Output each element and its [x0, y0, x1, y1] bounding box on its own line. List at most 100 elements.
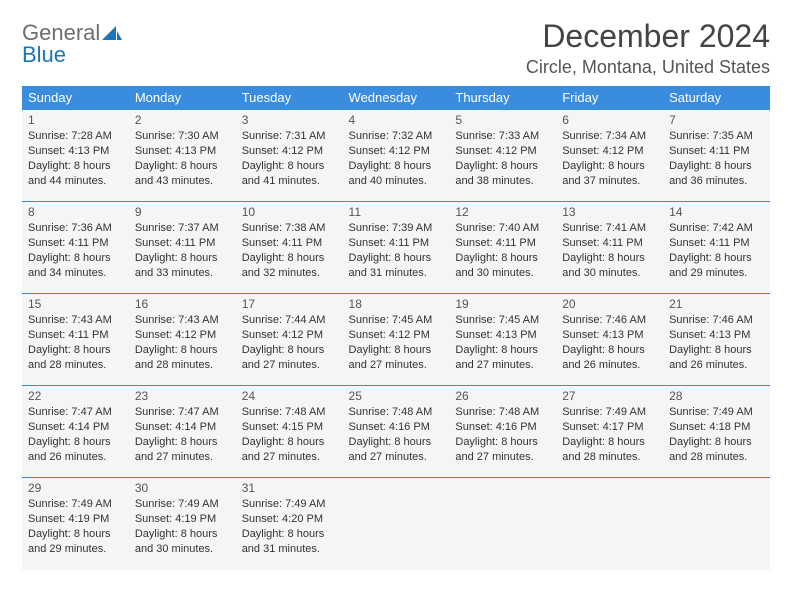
sunset-text: Sunset: 4:11 PM	[135, 236, 230, 251]
day-info: Sunrise: 7:35 AMSunset: 4:11 PMDaylight:…	[669, 129, 764, 188]
sunset-text: Sunset: 4:14 PM	[28, 420, 123, 435]
sunrise-text: Sunrise: 7:49 AM	[242, 497, 337, 512]
weekday-header: Monday	[129, 86, 236, 110]
sunset-text: Sunset: 4:11 PM	[669, 236, 764, 251]
sunset-text: Sunset: 4:11 PM	[349, 236, 444, 251]
weekday-header: Wednesday	[343, 86, 450, 110]
month-title: December 2024	[526, 18, 770, 55]
day-number: 16	[135, 297, 230, 311]
sunset-text: Sunset: 4:11 PM	[242, 236, 337, 251]
daylight-text: Daylight: 8 hours and 37 minutes.	[562, 159, 657, 189]
day-info: Sunrise: 7:47 AMSunset: 4:14 PMDaylight:…	[135, 405, 230, 464]
daylight-text: Daylight: 8 hours and 27 minutes.	[135, 435, 230, 465]
sunrise-text: Sunrise: 7:48 AM	[242, 405, 337, 420]
calendar-day-cell: 8Sunrise: 7:36 AMSunset: 4:11 PMDaylight…	[22, 202, 129, 294]
calendar-body: 1 Sunrise: 7:28 AMSunset: 4:13 PMDaylight…	[22, 110, 770, 570]
day-number: 31	[242, 481, 337, 495]
calendar-week-row: 1 Sunrise: 7:28 AMSunset: 4:13 PMDaylight…	[22, 110, 770, 202]
daylight-text: Daylight: 8 hours and 44 minutes.	[28, 159, 123, 189]
calendar-day-cell: 28Sunrise: 7:49 AMSunset: 4:18 PMDayligh…	[663, 386, 770, 478]
day-info: Sunrise: 7:48 AMSunset: 4:15 PMDaylight:…	[242, 405, 337, 464]
sunrise-text: Sunrise: 7:36 AM	[28, 221, 123, 236]
day-info: Sunrise: 7:40 AMSunset: 4:11 PMDaylight:…	[455, 221, 550, 280]
daylight-text: Daylight: 8 hours and 33 minutes.	[135, 251, 230, 281]
sunrise-text: Sunrise: 7:33 AM	[455, 129, 550, 144]
day-info: Sunrise: 7:45 AMSunset: 4:12 PMDaylight:…	[349, 313, 444, 372]
day-number: 18	[349, 297, 444, 311]
calendar-day-cell: 15Sunrise: 7:43 AMSunset: 4:11 PMDayligh…	[22, 294, 129, 386]
day-number: 4	[349, 113, 444, 127]
sunset-text: Sunset: 4:19 PM	[28, 512, 123, 527]
day-info: Sunrise: 7:47 AMSunset: 4:14 PMDaylight:…	[28, 405, 123, 464]
calendar-day-cell: 3Sunrise: 7:31 AMSunset: 4:12 PMDaylight…	[236, 110, 343, 202]
day-info: Sunrise: 7:36 AMSunset: 4:11 PMDaylight:…	[28, 221, 123, 280]
calendar-day-cell: 2Sunrise: 7:30 AMSunset: 4:13 PMDaylight…	[129, 110, 236, 202]
sunset-text: Sunset: 4:12 PM	[349, 328, 444, 343]
calendar-day-cell: 31Sunrise: 7:49 AMSunset: 4:20 PMDayligh…	[236, 478, 343, 570]
sunset-text: Sunset: 4:12 PM	[135, 328, 230, 343]
sunset-text: Sunset: 4:13 PM	[28, 144, 123, 159]
day-number: 1	[28, 113, 123, 127]
daylight-text: Daylight: 8 hours and 28 minutes.	[28, 343, 123, 373]
sunset-text: Sunset: 4:20 PM	[242, 512, 337, 527]
location-subtitle: Circle, Montana, United States	[526, 57, 770, 78]
calendar-day-cell: 4Sunrise: 7:32 AMSunset: 4:12 PMDaylight…	[343, 110, 450, 202]
daylight-text: Daylight: 8 hours and 27 minutes.	[455, 435, 550, 465]
daylight-text: Daylight: 8 hours and 43 minutes.	[135, 159, 230, 189]
calendar-day-cell: 5Sunrise: 7:33 AMSunset: 4:12 PMDaylight…	[449, 110, 556, 202]
sunset-text: Sunset: 4:12 PM	[242, 328, 337, 343]
sunrise-text: Sunrise: 7:46 AM	[669, 313, 764, 328]
daylight-text: Daylight: 8 hours and 26 minutes.	[669, 343, 764, 373]
calendar-day-cell: 18 Sunrise: 7:45 AMSunset: 4:12 PMDayligh…	[343, 294, 450, 386]
calendar-day-cell: 10Sunrise: 7:38 AMSunset: 4:11 PMDayligh…	[236, 202, 343, 294]
day-info: Sunrise: 7:43 AMSunset: 4:12 PMDaylight:…	[135, 313, 230, 372]
weekday-header: Friday	[556, 86, 663, 110]
sunrise-text: Sunrise: 7:49 AM	[28, 497, 123, 512]
calendar-empty-cell	[449, 478, 556, 570]
sunrise-text: Sunrise: 7:49 AM	[135, 497, 230, 512]
day-number: 20	[562, 297, 657, 311]
sunrise-text: Sunrise: 7:44 AM	[242, 313, 337, 328]
sunrise-text: Sunrise: 7:46 AM	[562, 313, 657, 328]
day-info: Sunrise: 7:28 AMSunset: 4:13 PMDaylight:…	[28, 129, 123, 188]
day-number: 2	[135, 113, 230, 127]
day-number: 29	[28, 481, 123, 495]
day-number: 19	[455, 297, 550, 311]
sunrise-text: Sunrise: 7:38 AM	[242, 221, 337, 236]
day-number: 27	[562, 389, 657, 403]
sunset-text: Sunset: 4:17 PM	[562, 420, 657, 435]
day-info: Sunrise: 7:49 AMSunset: 4:19 PMDaylight:…	[135, 497, 230, 556]
calendar-day-cell: 25Sunrise: 7:48 AMSunset: 4:16 PMDayligh…	[343, 386, 450, 478]
sunset-text: Sunset: 4:12 PM	[455, 144, 550, 159]
day-info: Sunrise: 7:45 AMSunset: 4:13 PMDaylight:…	[455, 313, 550, 372]
day-info: Sunrise: 7:48 AMSunset: 4:16 PMDaylight:…	[349, 405, 444, 464]
sunrise-text: Sunrise: 7:39 AM	[349, 221, 444, 236]
calendar-day-cell: 27 Sunrise: 7:49 AMSunset: 4:17 PMDayligh…	[556, 386, 663, 478]
calendar-week-row: 15Sunrise: 7:43 AMSunset: 4:11 PMDayligh…	[22, 294, 770, 386]
sunrise-text: Sunrise: 7:37 AM	[135, 221, 230, 236]
calendar-day-cell: 9Sunrise: 7:37 AMSunset: 4:11 PMDaylight…	[129, 202, 236, 294]
day-info: Sunrise: 7:43 AMSunset: 4:11 PMDaylight:…	[28, 313, 123, 372]
day-info: Sunrise: 7:49 AMSunset: 4:17 PMDaylight:…	[562, 405, 657, 464]
sunrise-text: Sunrise: 7:49 AM	[562, 405, 657, 420]
header: General Blue December 2024 Circle, Monta…	[22, 18, 770, 78]
day-number: 12	[455, 205, 550, 219]
calendar-day-cell: 22Sunrise: 7:47 AMSunset: 4:14 PMDayligh…	[22, 386, 129, 478]
sunrise-text: Sunrise: 7:31 AM	[242, 129, 337, 144]
sunrise-text: Sunrise: 7:45 AM	[455, 313, 550, 328]
day-number: 5	[455, 113, 550, 127]
sunrise-text: Sunrise: 7:48 AM	[455, 405, 550, 420]
sunrise-text: Sunrise: 7:30 AM	[135, 129, 230, 144]
day-number: 7	[669, 113, 764, 127]
weekday-header-row: Sunday Monday Tuesday Wednesday Thursday…	[22, 86, 770, 110]
sunset-text: Sunset: 4:13 PM	[669, 328, 764, 343]
calendar-day-cell: 14Sunrise: 7:42 AMSunset: 4:11 PMDayligh…	[663, 202, 770, 294]
sunrise-text: Sunrise: 7:43 AM	[135, 313, 230, 328]
day-info: Sunrise: 7:31 AMSunset: 4:12 PMDaylight:…	[242, 129, 337, 188]
day-number: 11	[349, 205, 444, 219]
day-number: 28	[669, 389, 764, 403]
calendar-week-row: 22Sunrise: 7:47 AMSunset: 4:14 PMDayligh…	[22, 386, 770, 478]
sunset-text: Sunset: 4:14 PM	[135, 420, 230, 435]
sunset-text: Sunset: 4:13 PM	[562, 328, 657, 343]
day-info: Sunrise: 7:38 AMSunset: 4:11 PMDaylight:…	[242, 221, 337, 280]
